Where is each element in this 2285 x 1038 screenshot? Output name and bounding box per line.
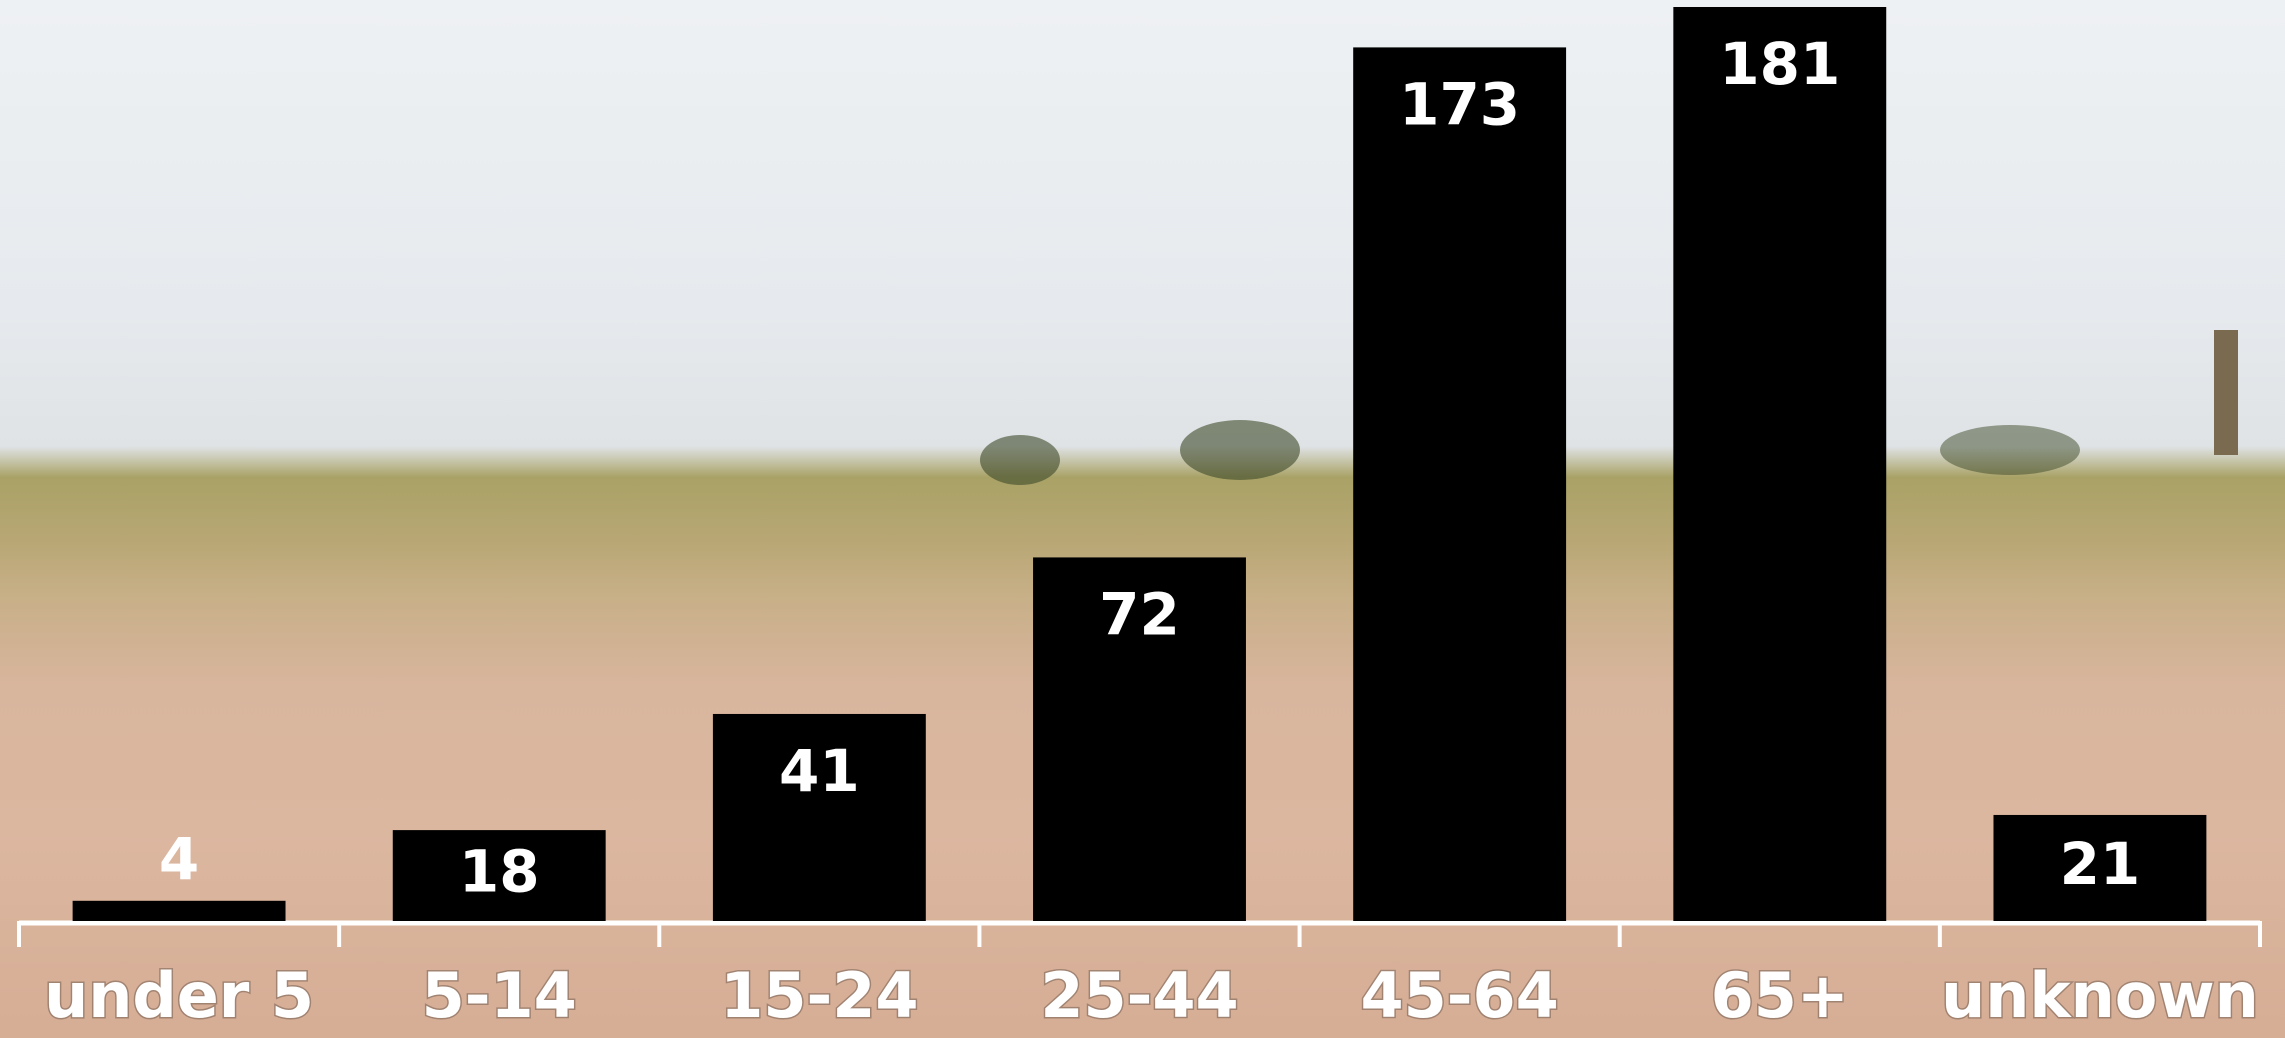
value-label: 4: [159, 825, 199, 893]
bar: [712, 713, 926, 921]
value-label: 41: [779, 737, 860, 805]
bar: [1673, 7, 1887, 921]
value-label: 72: [1099, 581, 1180, 649]
bar: [1353, 47, 1567, 922]
x-tick-label: 15-24: [720, 959, 918, 1032]
x-tick-label: 25-44: [1040, 959, 1238, 1032]
value-label: 18: [459, 838, 540, 906]
value-label: 173: [1399, 71, 1520, 139]
bar: [392, 830, 606, 921]
value-label: 181: [1719, 30, 1840, 98]
x-tick-label: unknown: [1941, 959, 2259, 1032]
bar: [1993, 814, 2207, 921]
x-tick-label: 45-64: [1360, 959, 1558, 1032]
value-label: 21: [2060, 830, 2141, 898]
bar: [72, 900, 286, 921]
x-tick-label: 5-14: [422, 959, 577, 1032]
field-scenery: [980, 330, 2238, 485]
bar: [1033, 557, 1246, 921]
x-tick-label: 65+: [1711, 959, 1849, 1032]
x-tick-label: under 5: [44, 959, 314, 1032]
